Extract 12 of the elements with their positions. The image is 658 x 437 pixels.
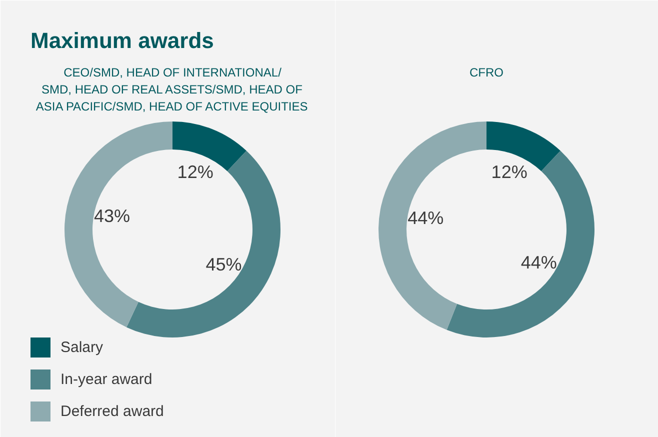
chart-title: Maximum awards	[30, 28, 214, 53]
chart-subtitle: CFRO	[470, 66, 504, 80]
legend-label: In-year award	[60, 371, 152, 388]
data-label: 12%	[177, 162, 214, 182]
legend-label: Salary	[60, 339, 104, 356]
data-label: 45%	[206, 254, 242, 274]
data-label: 43%	[94, 206, 130, 226]
data-label: 44%	[520, 252, 557, 273]
legend-label: Deferred award	[60, 403, 164, 420]
data-label: 44%	[408, 208, 444, 228]
chart-subtitle: CEO/SMD, HEAD OF INTERNATIONAL/ SMD, HEAD OF REAL ASSETS/SMD, HEAD OF ASIA PACIFIC/SMD, HEAD OF ACTIVE EQUITIES	[36, 66, 308, 114]
data-label: 12%	[491, 162, 528, 182]
